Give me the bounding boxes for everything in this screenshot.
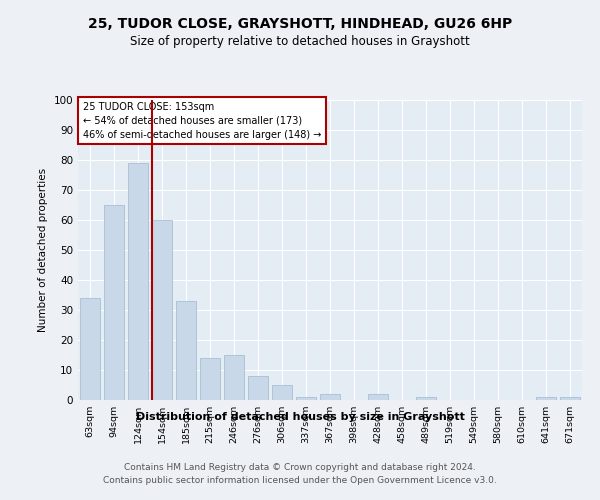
Bar <box>296 397 316 400</box>
Bar <box>536 397 556 400</box>
Bar <box>200 358 220 400</box>
Text: Distribution of detached houses by size in Grayshott: Distribution of detached houses by size … <box>136 412 464 422</box>
Bar <box>248 376 268 400</box>
Bar <box>176 301 196 400</box>
Bar <box>560 397 580 400</box>
Text: 25, TUDOR CLOSE, GRAYSHOTT, HINDHEAD, GU26 6HP: 25, TUDOR CLOSE, GRAYSHOTT, HINDHEAD, GU… <box>88 18 512 32</box>
Bar <box>416 397 436 400</box>
Y-axis label: Number of detached properties: Number of detached properties <box>38 168 48 332</box>
Text: 25 TUDOR CLOSE: 153sqm
← 54% of detached houses are smaller (173)
46% of semi-de: 25 TUDOR CLOSE: 153sqm ← 54% of detached… <box>83 102 322 140</box>
Bar <box>272 385 292 400</box>
Bar <box>104 205 124 400</box>
Bar <box>80 298 100 400</box>
Text: Size of property relative to detached houses in Grayshott: Size of property relative to detached ho… <box>130 35 470 48</box>
Text: Contains public sector information licensed under the Open Government Licence v3: Contains public sector information licen… <box>103 476 497 485</box>
Bar <box>320 394 340 400</box>
Bar <box>152 220 172 400</box>
Text: Contains HM Land Registry data © Crown copyright and database right 2024.: Contains HM Land Registry data © Crown c… <box>124 462 476 471</box>
Bar <box>224 355 244 400</box>
Bar <box>368 394 388 400</box>
Bar <box>128 163 148 400</box>
